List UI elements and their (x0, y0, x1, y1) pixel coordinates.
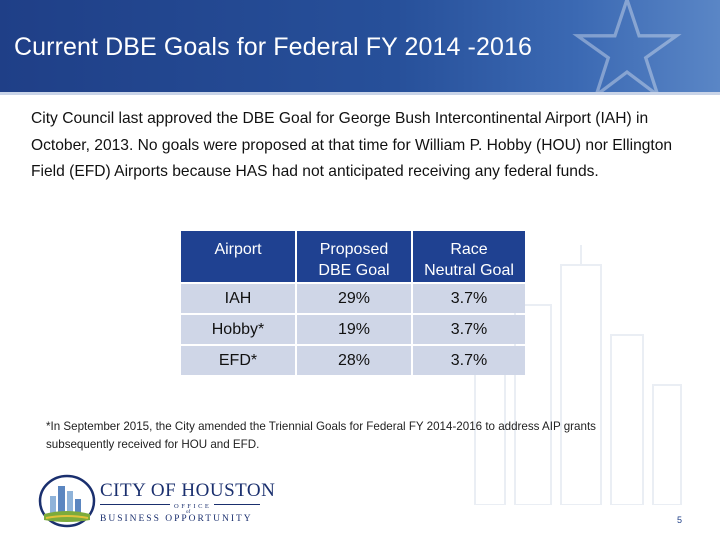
header-airport: Airport (181, 231, 295, 282)
cell-race-neutral: 3.7% (413, 315, 525, 344)
banner-divider (0, 92, 720, 95)
cell-proposed: 19% (297, 315, 411, 344)
dbe-goals-table: Airport Proposed DBE Goal Race Neutral Goa… (179, 229, 527, 377)
cell-airport: EFD* (181, 346, 295, 375)
table-row: Hobby* 19% 3.7% (181, 315, 525, 344)
cell-race-neutral: 3.7% (413, 346, 525, 375)
header-proposed-line2: DBE Goal (318, 262, 390, 279)
body-paragraph: City Council last approved the DBE Goal … (31, 110, 673, 180)
header-race-line1: Race (450, 241, 488, 258)
logo-city-text: CITY OF HOUSTON (100, 480, 276, 501)
footnote: *In September 2015, the City amended the… (46, 420, 596, 451)
slide-title: Current DBE Goals for Federal FY 2014 -2… (14, 33, 532, 61)
cell-proposed: 29% (297, 284, 411, 313)
header-proposed-line1: Proposed (319, 241, 389, 258)
table-row: EFD* 28% 3.7% (181, 346, 525, 375)
title-banner: Current DBE Goals for Federal FY 2014 -2… (0, 0, 720, 92)
cell-airport: IAH (181, 284, 295, 313)
logo-of-text: of (186, 510, 191, 515)
logo-office-text: OFFICE (174, 503, 212, 510)
logo-divider (214, 504, 260, 505)
cell-race-neutral: 3.7% (413, 284, 525, 313)
cell-airport: Hobby* (181, 315, 295, 344)
logo-business-text: BUSINESS OPPORTUNITY (100, 514, 253, 524)
table-row: IAH 29% 3.7% (181, 284, 525, 313)
cell-proposed: 28% (297, 346, 411, 375)
logo-divider (100, 504, 170, 505)
header-race-line2: Neutral Goal (424, 262, 514, 279)
header-race-neutral-goal: Race Neutral Goal (413, 231, 525, 282)
table-header-row: Airport Proposed DBE Goal Race Neutral Goa… (181, 231, 525, 282)
houston-skyline-emblem-icon (38, 474, 96, 528)
header-airport-label: Airport (214, 241, 262, 258)
star-icon (572, 0, 682, 92)
page-number: 5 (677, 515, 683, 525)
city-of-houston-logo: CITY OF HOUSTON OFFICE of BUSINESS OPPOR… (38, 474, 275, 528)
header-proposed-dbe-goal: Proposed DBE Goal (297, 231, 411, 282)
